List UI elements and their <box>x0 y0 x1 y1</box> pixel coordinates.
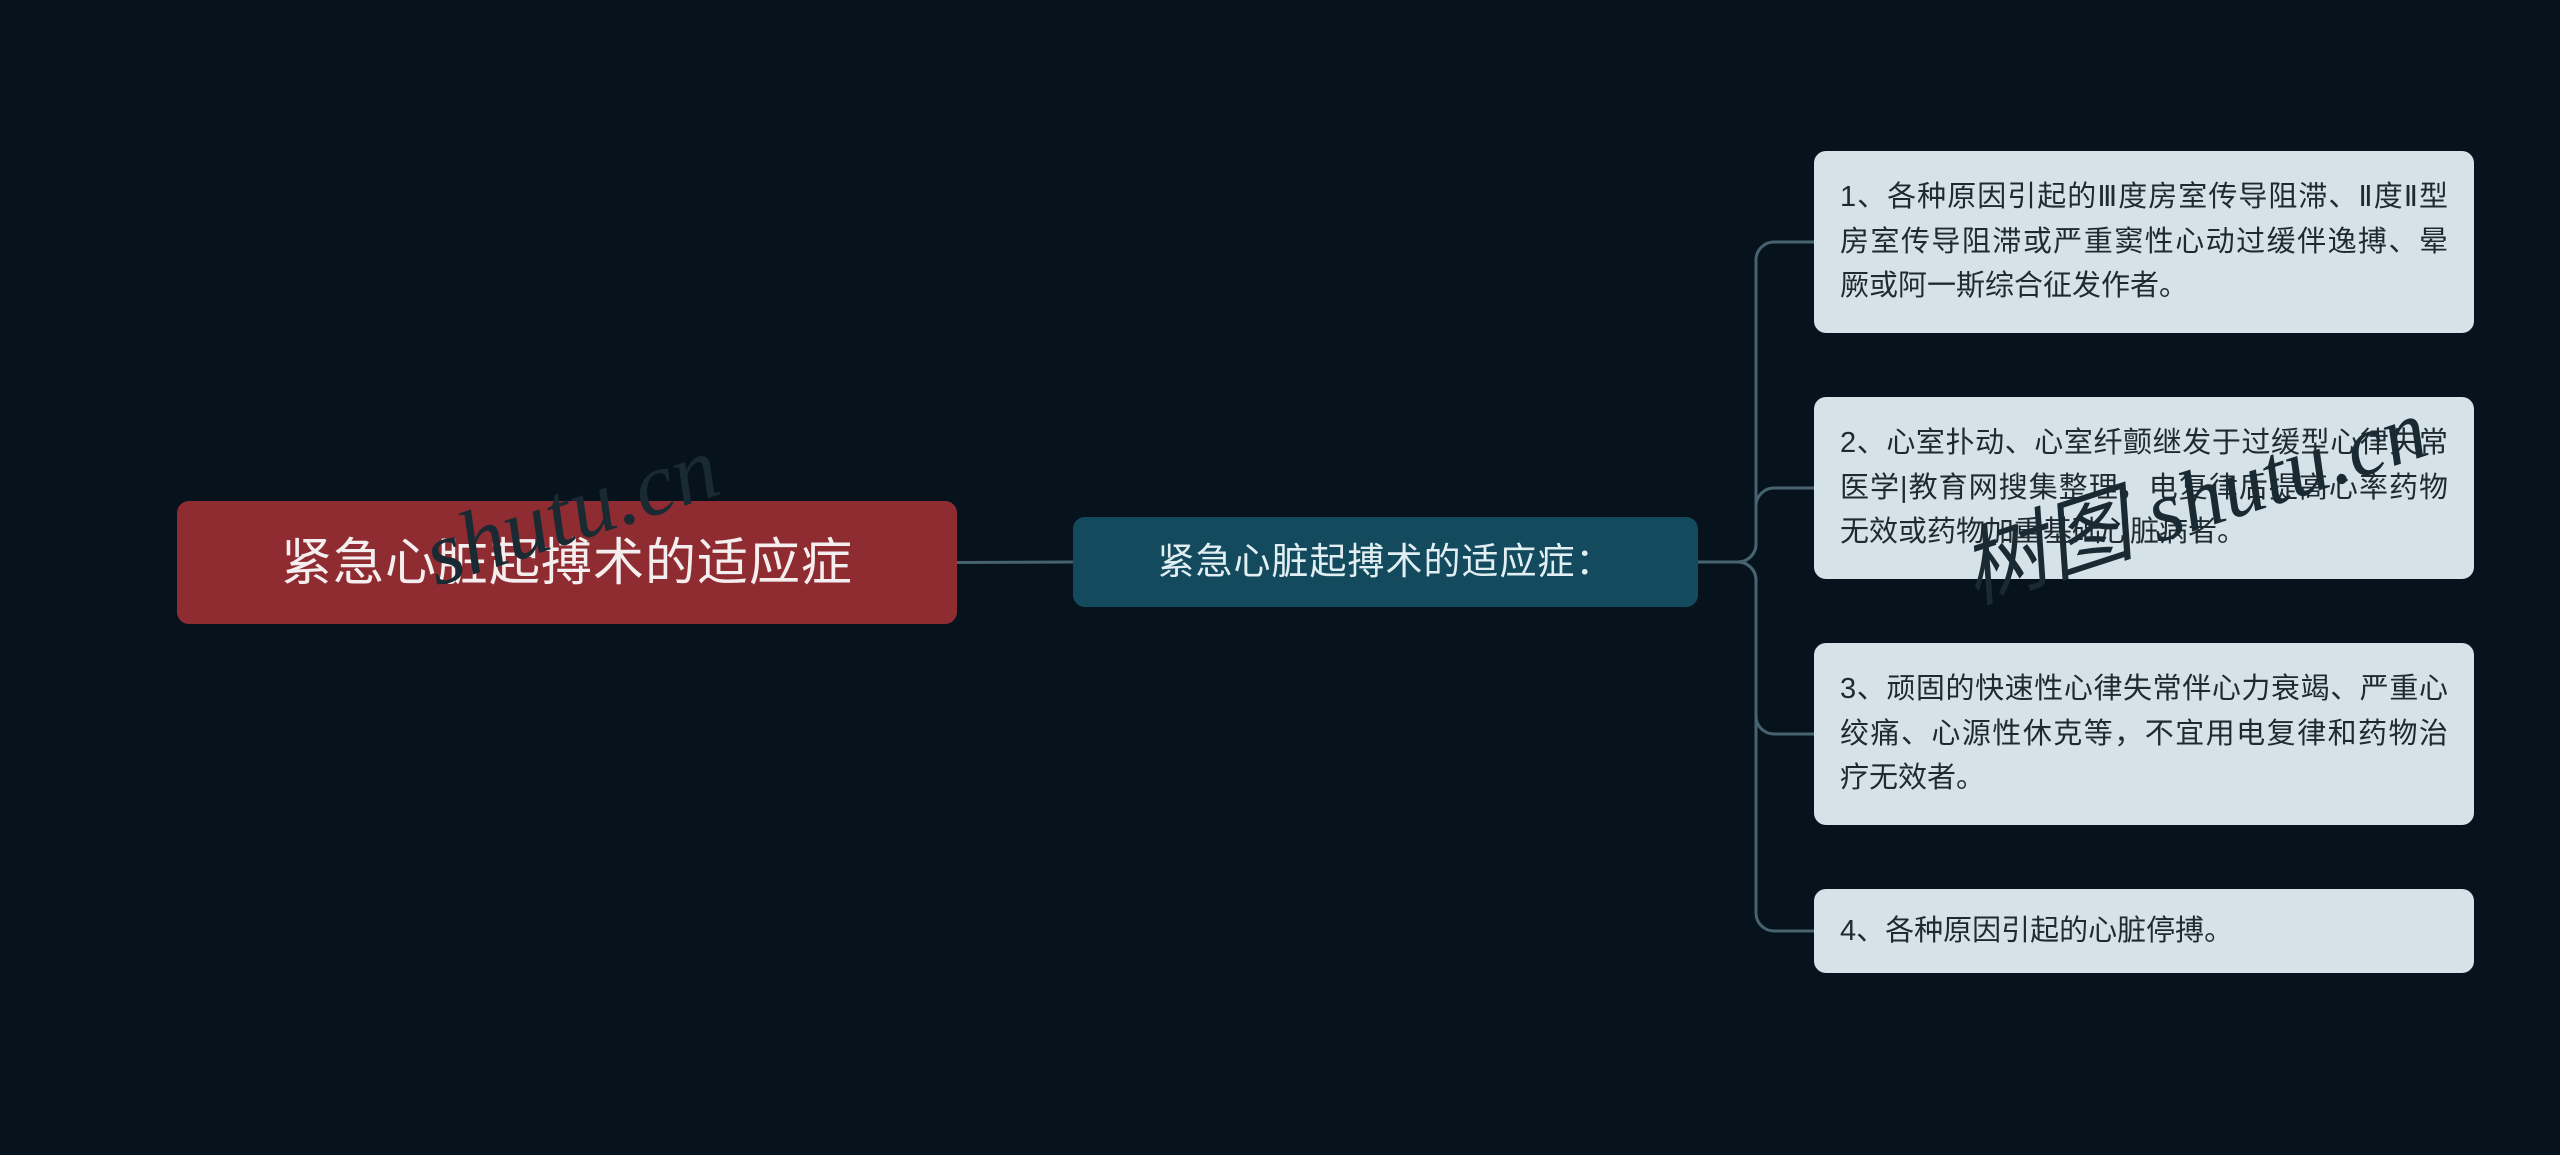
mid-node[interactable]: 紧急心脏起搏术的适应症： <box>1073 517 1698 607</box>
leaf-node[interactable]: 3、顽固的快速性心律失常伴心力衰竭、严重心绞痛、心源性休克等，不宜用电复律和药物… <box>1814 643 2474 825</box>
connector <box>1698 242 1814 562</box>
connector <box>1698 488 1814 562</box>
root-node[interactable]: 紧急心脏起搏术的适应症 <box>177 501 957 624</box>
connector <box>1698 562 1814 931</box>
connector <box>957 562 1073 563</box>
mindmap-canvas: 紧急心脏起搏术的适应症 紧急心脏起搏术的适应症： 1、各种原因引起的Ⅲ度房室传导阻滞… <box>0 0 2560 1155</box>
leaf-node[interactable]: 4、各种原因引起的心脏停搏。 <box>1814 889 2474 973</box>
leaf-node[interactable]: 1、各种原因引起的Ⅲ度房室传导阻滞、Ⅱ度Ⅱ型房室传导阻滞或严重窦性心动过缓伴逸搏… <box>1814 151 2474 333</box>
connector <box>1698 562 1814 734</box>
leaf-node[interactable]: 2、心室扑动、心室纤颤继发于过缓型心律失常医学|教育网搜集整理，电复律后提高心率… <box>1814 397 2474 579</box>
